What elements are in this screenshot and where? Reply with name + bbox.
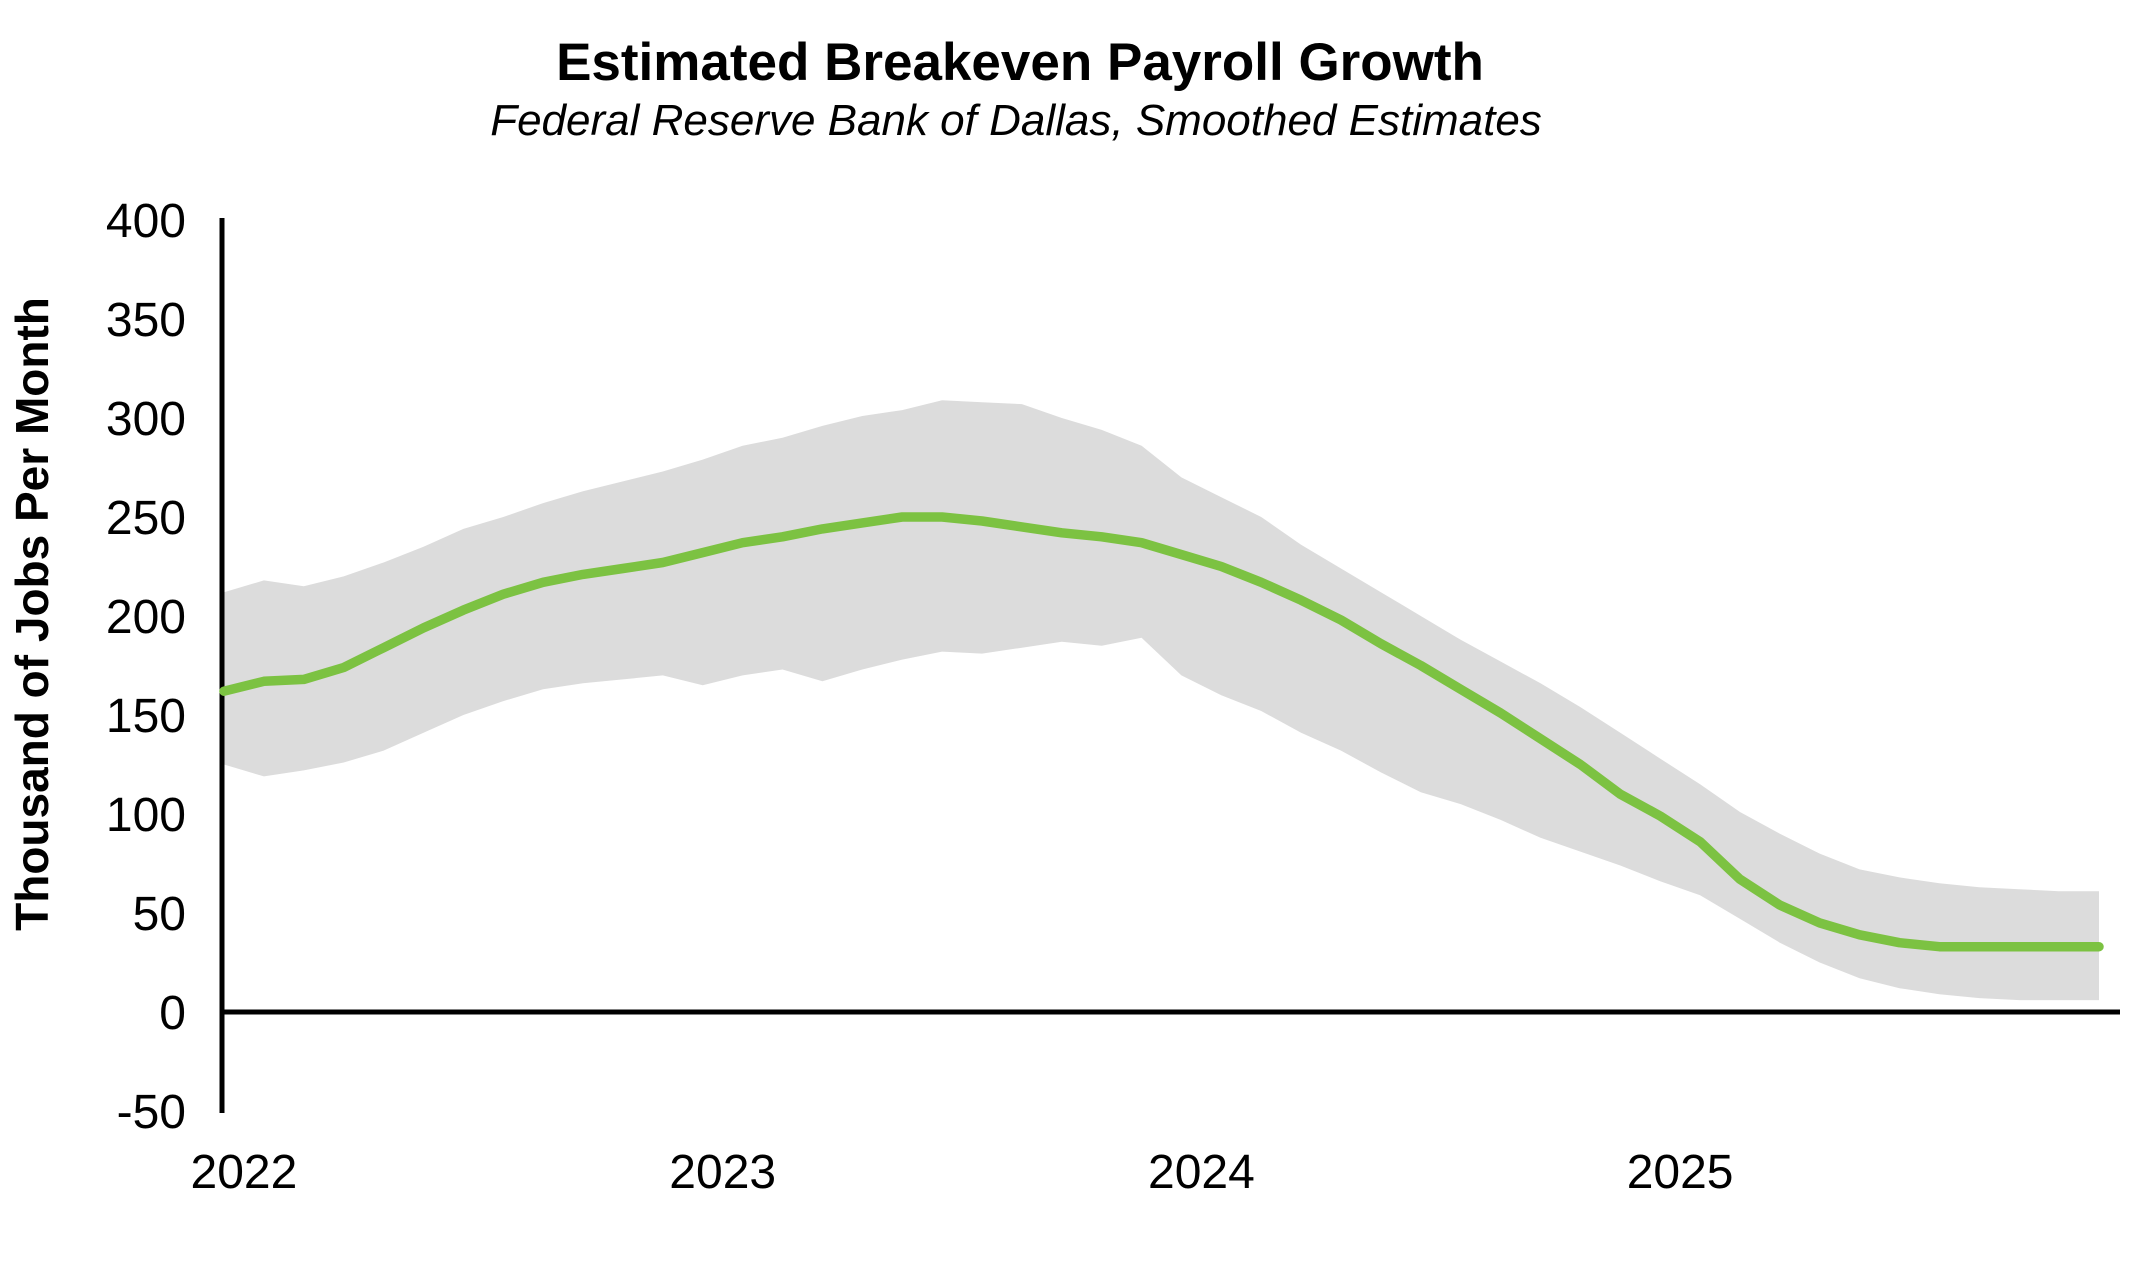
y-tick-label: 300 (106, 393, 186, 446)
chart-subtitle: Federal Reserve Bank of Dallas, Smoothed… (490, 96, 1542, 145)
y-tick-label: 350 (106, 294, 186, 347)
y-tick-label: 200 (106, 591, 186, 644)
y-tick-label: -50 (117, 1086, 186, 1139)
y-tick-label: 150 (106, 690, 186, 743)
x-tick-label: 2023 (669, 1146, 776, 1199)
x-tick-label: 2024 (1148, 1146, 1255, 1199)
y-tick-label: 250 (106, 492, 186, 545)
y-tick-label: 400 (106, 195, 186, 248)
y-tick-label: 50 (133, 888, 186, 941)
y-tick-label: 0 (159, 987, 186, 1040)
estimate-line (219, 512, 2104, 952)
y-tick-label: 100 (106, 789, 186, 842)
x-tick-label: 2022 (191, 1146, 298, 1199)
chart-title: Estimated Breakeven Payroll Growth (556, 33, 1484, 92)
confidence-band (224, 400, 2099, 1001)
x-tick-label: 2025 (1627, 1146, 1734, 1199)
y-axis-title: Thousand of Jobs Per Month (6, 297, 58, 931)
